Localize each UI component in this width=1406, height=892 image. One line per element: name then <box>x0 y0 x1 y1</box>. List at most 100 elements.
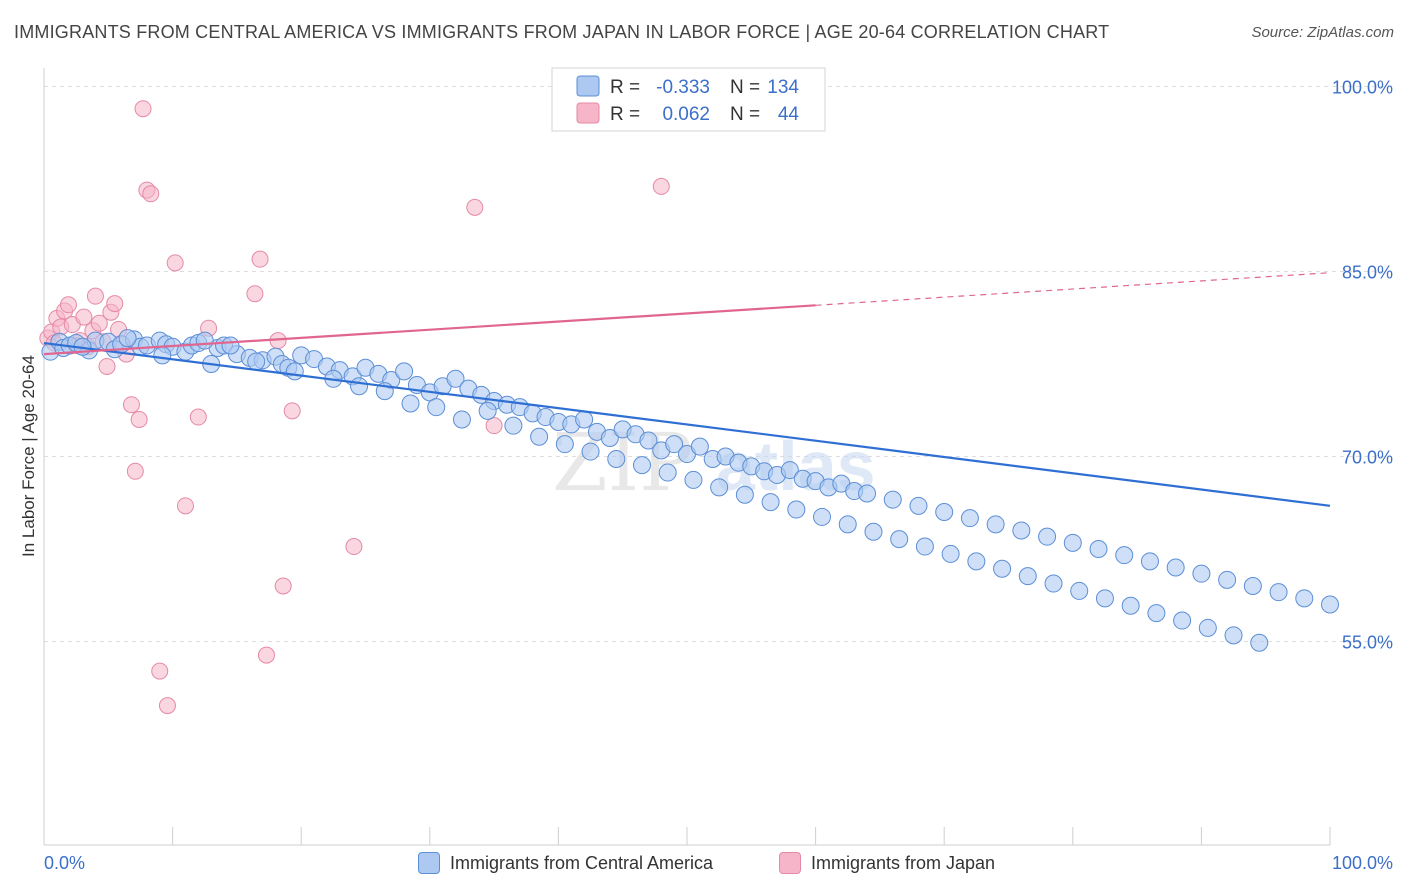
point-central-america <box>153 346 172 365</box>
point-central-america <box>710 478 729 497</box>
point-japan <box>251 250 269 268</box>
trend-line-central-america <box>43 341 1331 507</box>
point-central-america <box>993 559 1012 578</box>
point-japan <box>151 662 169 680</box>
point-central-america <box>221 336 240 355</box>
point-central-america <box>1224 626 1243 645</box>
point-central-america <box>401 394 420 413</box>
point-central-america <box>632 456 651 475</box>
x-tick-label-max: 100.0% <box>1332 853 1393 873</box>
point-central-america <box>1147 604 1166 623</box>
point-central-america <box>607 449 626 468</box>
point-central-america <box>478 401 497 420</box>
point-japan <box>106 295 124 313</box>
point-japan <box>90 314 108 332</box>
legend-n-label-blue: N = <box>730 77 760 98</box>
point-japan <box>246 285 264 303</box>
y-tick-label: 85.0% <box>1342 263 1393 283</box>
point-japan <box>652 177 670 195</box>
trend-lines <box>43 272 1331 507</box>
point-central-america <box>883 490 902 509</box>
point-central-america <box>665 435 684 454</box>
point-central-america <box>909 496 928 515</box>
japan-points <box>39 100 670 715</box>
point-japan <box>189 408 207 426</box>
legend-r-label-pink: R = <box>610 104 640 125</box>
point-central-america <box>1038 527 1057 546</box>
point-central-america <box>858 484 877 503</box>
point-japan <box>158 697 176 715</box>
x-tick-label-min: 0.0% <box>44 853 85 873</box>
point-central-america <box>118 329 137 348</box>
point-central-america <box>967 552 986 571</box>
point-central-america <box>1173 611 1192 630</box>
central-america-points <box>41 329 1339 652</box>
legend-r-value-blue: -0.333 <box>656 77 710 98</box>
point-central-america <box>915 537 934 556</box>
point-central-america <box>504 416 523 435</box>
legend-label-japan: Immigrants from Japan <box>811 852 996 873</box>
x-tick-marks <box>172 827 1331 845</box>
legend-swatch-pink <box>576 102 600 124</box>
point-central-america <box>195 331 214 350</box>
point-central-america <box>890 530 909 549</box>
point-central-america <box>1243 577 1262 595</box>
point-central-america <box>986 515 1005 534</box>
point-japan <box>176 497 194 515</box>
point-central-america <box>690 437 709 456</box>
point-japan <box>98 357 116 375</box>
y-tick-label: 55.0% <box>1342 633 1393 653</box>
y-axis-label: In Labor Force | Age 20-64 <box>19 355 38 557</box>
trend-line-japan-extension <box>815 272 1331 306</box>
point-japan <box>274 577 292 595</box>
point-central-america <box>1044 574 1063 593</box>
point-japan <box>134 100 152 118</box>
point-japan <box>345 538 363 556</box>
point-central-america <box>600 429 619 447</box>
point-central-america <box>452 410 471 429</box>
point-central-america <box>1198 618 1217 637</box>
point-central-america <box>761 493 780 512</box>
point-central-america <box>1012 521 1031 540</box>
legend-swatch-central-america <box>418 852 440 874</box>
point-central-america <box>658 463 677 482</box>
y-tick-labels: 55.0% 70.0% 85.0% 100.0% <box>1332 78 1393 653</box>
point-central-america <box>247 352 266 371</box>
legend-r-label-blue: R = <box>610 77 640 98</box>
point-japan <box>283 402 301 420</box>
point-central-america <box>1321 595 1339 614</box>
point-central-america <box>1063 533 1082 552</box>
legend-label-central-america: Immigrants from Central America <box>450 852 714 873</box>
point-central-america <box>639 431 658 450</box>
point-central-america <box>813 507 832 526</box>
legend-item-central-america: Immigrants from Central America <box>418 852 713 874</box>
legend-n-value-pink: 44 <box>778 104 800 125</box>
legend-box: R = -0.333 N = 134 R = 0.062 N = 44 <box>551 67 826 132</box>
point-central-america <box>555 435 574 454</box>
point-central-america <box>960 509 979 528</box>
point-central-america <box>1140 552 1159 571</box>
point-japan <box>166 254 184 272</box>
point-central-america <box>1295 589 1314 608</box>
legend-swatch-blue <box>576 75 600 97</box>
point-central-america <box>1121 596 1140 615</box>
point-central-america <box>575 410 594 429</box>
point-japan <box>466 198 484 216</box>
y-tick-label: 100.0% <box>1332 78 1393 98</box>
point-central-america <box>1218 570 1237 589</box>
point-central-america <box>1269 583 1288 602</box>
point-japan <box>142 185 160 203</box>
y-tick-label: 70.0% <box>1342 448 1393 468</box>
bottom-legend: Immigrants from Central America Immigran… <box>0 852 1406 878</box>
point-central-america <box>684 470 703 489</box>
point-japan <box>257 646 275 664</box>
point-central-america <box>1115 546 1134 565</box>
legend-n-label-pink: N = <box>730 104 760 125</box>
chart-source: Source: ZipAtlas.com <box>1251 24 1394 41</box>
point-central-america <box>446 369 465 388</box>
point-central-america <box>735 485 754 504</box>
point-japan <box>130 411 148 428</box>
point-central-america <box>787 500 806 519</box>
gridlines <box>44 86 1392 642</box>
